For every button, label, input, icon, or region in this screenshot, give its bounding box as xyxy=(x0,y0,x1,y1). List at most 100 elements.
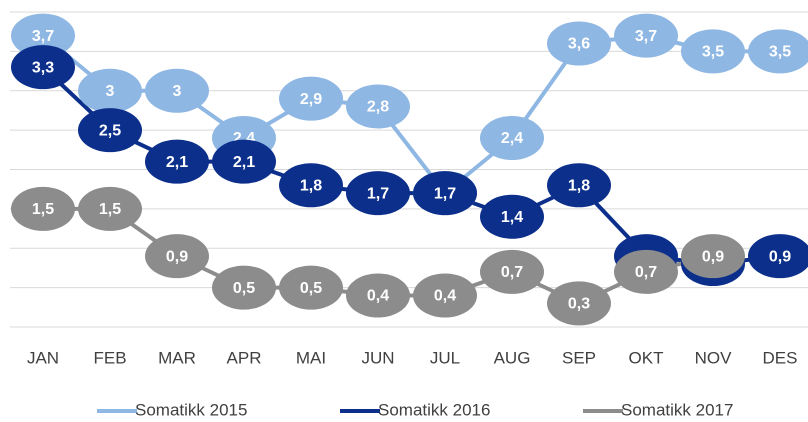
data-label-text: 0,9 xyxy=(166,248,188,265)
legend-label: Somatikk 2017 xyxy=(621,400,733,419)
data-label-text: 3 xyxy=(173,83,182,100)
label-bubble xyxy=(748,29,808,74)
data-label-text: 3,7 xyxy=(32,28,54,45)
data-label-text: 1,5 xyxy=(99,201,121,218)
data-label-text: 3 xyxy=(106,83,115,100)
data-label: 1,7 xyxy=(413,171,477,216)
label-bubble xyxy=(279,76,343,121)
data-label: 0,4 xyxy=(346,273,410,318)
x-tick-label: DES xyxy=(763,348,798,367)
label-bubble xyxy=(480,194,544,239)
data-label: 0,9 xyxy=(748,234,808,279)
data-label-text: 1,8 xyxy=(568,177,590,194)
data-label: 0,3 xyxy=(547,281,611,326)
label-bubble xyxy=(346,171,410,216)
data-label: 3 xyxy=(78,68,142,113)
data-label-text: 0,7 xyxy=(635,264,657,281)
data-label: 0,5 xyxy=(279,265,343,310)
x-tick-label: SEP xyxy=(562,348,596,367)
data-label: 3,6 xyxy=(547,21,611,66)
data-label-text: 0,4 xyxy=(367,288,389,305)
label-bubble xyxy=(78,186,142,231)
label-bubble xyxy=(681,234,745,279)
data-label: 3,7 xyxy=(11,13,75,58)
data-label: 3,3 xyxy=(11,45,75,90)
label-bubble xyxy=(480,116,544,160)
data-label: 1,5 xyxy=(11,186,75,231)
label-bubble xyxy=(547,21,611,66)
data-label: 0,7 xyxy=(480,249,544,294)
data-label-text: 2,8 xyxy=(367,99,389,116)
data-label-text: 0,5 xyxy=(233,280,255,297)
data-label-text: 0,4 xyxy=(434,288,456,305)
label-bubble xyxy=(480,249,544,294)
data-label: 2,8 xyxy=(346,84,410,129)
data-label: 3 xyxy=(145,68,209,113)
label-bubble xyxy=(78,68,142,113)
label-bubble xyxy=(279,265,343,310)
data-label: 0,7 xyxy=(614,249,678,294)
label-bubble xyxy=(11,186,75,231)
data-label-text: 0,5 xyxy=(300,280,322,297)
data-label-text: 3,6 xyxy=(568,36,590,53)
data-label-text: 2,5 xyxy=(99,122,121,139)
label-bubble xyxy=(614,249,678,294)
x-tick-label: NOV xyxy=(695,348,733,367)
data-label-text: 2,1 xyxy=(166,154,188,171)
legend-label: Somatikk 2016 xyxy=(378,400,490,419)
data-label-text: 3,5 xyxy=(769,44,791,61)
data-label-text: 3,5 xyxy=(702,44,724,61)
data-label-text: 2,1 xyxy=(233,154,255,171)
label-bubble xyxy=(212,265,276,310)
data-labels: 3,7332,42,92,81,72,43,63,73,53,53,32,52,… xyxy=(11,13,808,326)
legend: Somatikk 2015 Somatikk 2016 Somatikk 2017 xyxy=(97,400,733,419)
data-label: 2,9 xyxy=(279,76,343,121)
label-bubble xyxy=(748,234,808,279)
data-label-text: 2,4 xyxy=(501,130,523,147)
data-label-text: 1,5 xyxy=(32,201,54,218)
data-label-text: 0,7 xyxy=(501,264,523,281)
data-label: 2,1 xyxy=(212,139,276,184)
data-label-text: 1,8 xyxy=(300,177,322,194)
data-label-text: 1,7 xyxy=(367,185,389,202)
label-bubble xyxy=(145,68,209,113)
x-tick-label: AUG xyxy=(494,348,531,367)
x-tick-label: JUL xyxy=(430,348,460,367)
x-tick-label: OKT xyxy=(629,348,664,367)
data-label-text: 2,9 xyxy=(300,91,322,108)
data-label-text: 0,3 xyxy=(568,296,590,313)
data-label-text: 0,9 xyxy=(769,248,791,265)
x-tick-label: FEB xyxy=(93,348,126,367)
x-tick-label: APR xyxy=(227,348,262,367)
data-label: 1,5 xyxy=(78,186,142,231)
label-bubble xyxy=(145,139,209,184)
data-label-text: 0,9 xyxy=(702,248,724,265)
data-label: 1,4 xyxy=(480,194,544,239)
data-label: 1,7 xyxy=(346,171,410,216)
label-bubble xyxy=(11,13,75,58)
data-label: 3,5 xyxy=(681,29,745,74)
data-label: 3,5 xyxy=(748,29,808,74)
data-label: 0,9 xyxy=(681,234,745,279)
label-bubble xyxy=(212,139,276,184)
data-label-text: 3,7 xyxy=(635,28,657,45)
x-tick-label: MAI xyxy=(296,348,326,367)
label-bubble xyxy=(279,163,343,208)
data-label-text: 1,7 xyxy=(434,185,456,202)
label-bubble xyxy=(547,281,611,326)
data-label: 1,8 xyxy=(279,163,343,208)
data-label: 2,5 xyxy=(78,108,142,153)
x-tick-label: JAN xyxy=(27,348,59,367)
label-bubble xyxy=(547,163,611,208)
data-label-text: 1,4 xyxy=(501,209,523,226)
x-tick-label: MAR xyxy=(158,348,196,367)
data-label: 2,4 xyxy=(480,116,544,160)
label-bubble xyxy=(413,273,477,318)
label-bubble xyxy=(78,108,142,153)
label-bubble xyxy=(413,171,477,216)
data-label-text: 3,3 xyxy=(32,59,54,76)
x-tick-label: JUN xyxy=(361,348,394,367)
data-label: 0,9 xyxy=(145,234,209,279)
data-label: 2,1 xyxy=(145,139,209,184)
label-bubble xyxy=(346,84,410,129)
